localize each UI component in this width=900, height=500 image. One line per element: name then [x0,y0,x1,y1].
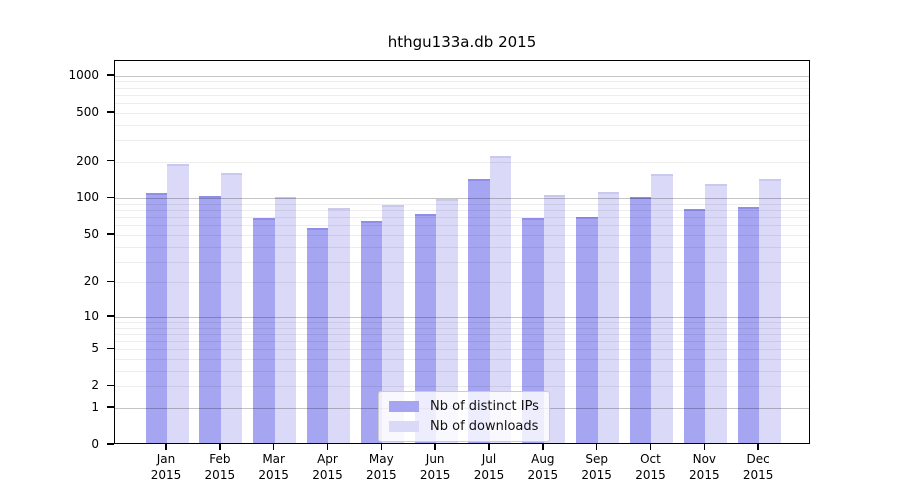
y-tick-200 [107,159,114,162]
x-tick-jan [165,444,167,450]
x-tick-label-may: May 2015 [366,452,397,482]
bar-nb-of-downloads-oct [651,174,673,443]
bar-nb-of-downloads-dec [759,178,781,443]
y-tick-500 [107,111,114,113]
bar-nb-of-downloads-mar [274,197,297,443]
y-tick-label-1000: 1000 [68,67,99,82]
y-tick-5 [107,347,114,349]
y-tick-label-500: 500 [76,104,99,119]
bar-nb-of-distinct-ips-nov [683,208,706,443]
legend: Nb of distinct IPs Nb of downloads [378,391,550,442]
y-tick-100 [107,196,114,199]
bars-layer [115,61,809,443]
bar-nb-of-distinct-ips-oct [629,197,652,443]
x-tick-label-feb: Feb 2015 [204,452,236,482]
y-tick-label-5: 5 [91,341,99,356]
legend-label-distinct-ips: Nb of distinct IPs [430,399,539,414]
bar-nb-of-distinct-ips-sep [576,216,598,443]
x-tick-jul [488,444,490,450]
y-tick-label-2: 2 [91,378,99,393]
bar-nb-of-downloads-apr [328,208,350,443]
y-tick-2 [107,384,114,387]
chart-title: hthgu133a.db 2015 [387,33,537,51]
y-tick-20 [107,280,114,283]
y-tick-label-20: 20 [83,274,99,289]
legend-swatch-distinct-ips [389,401,419,412]
bar-nb-of-downloads-aug [543,195,566,443]
x-tick-feb [219,444,221,450]
bar-nb-of-downloads-nov [705,183,727,443]
bar-nb-of-downloads-jul [489,155,512,443]
x-tick-label-sep: Sep 2015 [581,452,612,482]
bar-nb-of-downloads-may [382,204,404,443]
bar-nb-of-distinct-ips-dec [737,206,760,443]
bar-nb-of-downloads-sep [597,192,620,443]
legend-item-downloads: Nb of downloads [389,419,539,434]
bar-nb-of-downloads-jun [436,198,458,443]
y-tick-label-50: 50 [83,226,99,241]
legend-swatch-downloads [389,421,419,432]
x-tick-label-oct: Oct 2015 [635,452,666,482]
bar-nb-of-distinct-ips-feb [199,196,221,443]
plot-area: Nb of distinct IPs Nb of downloads [114,60,810,444]
x-tick-label-apr: Apr 2015 [312,452,343,482]
y-tick-1 [107,406,114,408]
legend-label-downloads: Nb of downloads [430,419,539,434]
y-tick-1000 [107,74,114,76]
legend-item-distinct-ips: Nb of distinct IPs [389,399,539,414]
x-tick-mar [272,444,275,450]
y-tick-50 [107,233,114,235]
bar-nb-of-downloads-jan [167,163,189,443]
y-tick-label-100: 100 [76,190,99,205]
x-tick-nov [703,444,706,450]
y-tick-label-200: 200 [76,153,99,168]
bar-nb-of-distinct-ips-jul [468,178,490,443]
x-tick-jun [434,444,436,450]
x-tick-oct [649,444,652,450]
bar-nb-of-distinct-ips-aug [522,218,544,443]
x-tick-label-aug: Aug 2015 [527,452,559,482]
x-tick-sep [595,444,598,450]
x-tick-dec [757,444,759,450]
bar-nb-of-downloads-feb [220,172,243,443]
y-tick-label-1: 1 [91,399,99,414]
x-tick-label-jan: Jan 2015 [150,452,182,482]
x-tick-aug [542,444,544,450]
bar-nb-of-distinct-ips-jan [145,192,167,443]
y-tick-0 [107,443,114,445]
x-tick-apr [326,444,329,450]
bar-nb-of-distinct-ips-may [360,220,383,443]
x-tick-label-nov: Nov 2015 [689,452,720,482]
x-tick-may [380,444,383,450]
x-tick-label-jun: Jun 2015 [419,452,451,482]
x-tick-label-jul: Jul 2015 [473,452,505,482]
y-tick-label-10: 10 [83,308,99,323]
bar-nb-of-distinct-ips-apr [306,227,329,443]
y-tick-label-0: 0 [91,437,99,451]
bar-nb-of-distinct-ips-mar [253,218,275,443]
x-tick-label-dec: Dec 2015 [742,452,774,482]
y-tick-10 [107,315,114,317]
x-tick-label-mar: Mar 2015 [258,452,289,482]
bar-nb-of-distinct-ips-jun [414,214,437,443]
